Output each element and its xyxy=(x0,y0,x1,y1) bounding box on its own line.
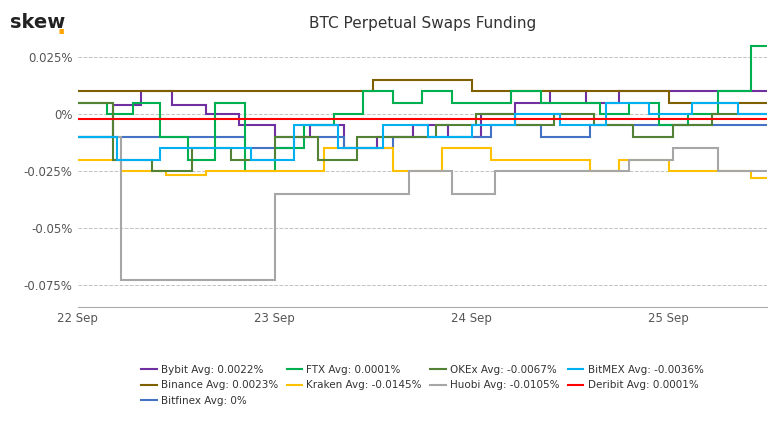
Title: BTC Perpetual Swaps Funding: BTC Perpetual Swaps Funding xyxy=(308,16,536,31)
Text: skew: skew xyxy=(10,13,65,32)
Text: .: . xyxy=(57,15,66,39)
Legend: Bybit Avg: 0.0022%, Binance Avg: 0.0023%, Bitfinex Avg: 0%, FTX Avg: 0.0001%, Kr: Bybit Avg: 0.0022%, Binance Avg: 0.0023%… xyxy=(137,361,708,410)
